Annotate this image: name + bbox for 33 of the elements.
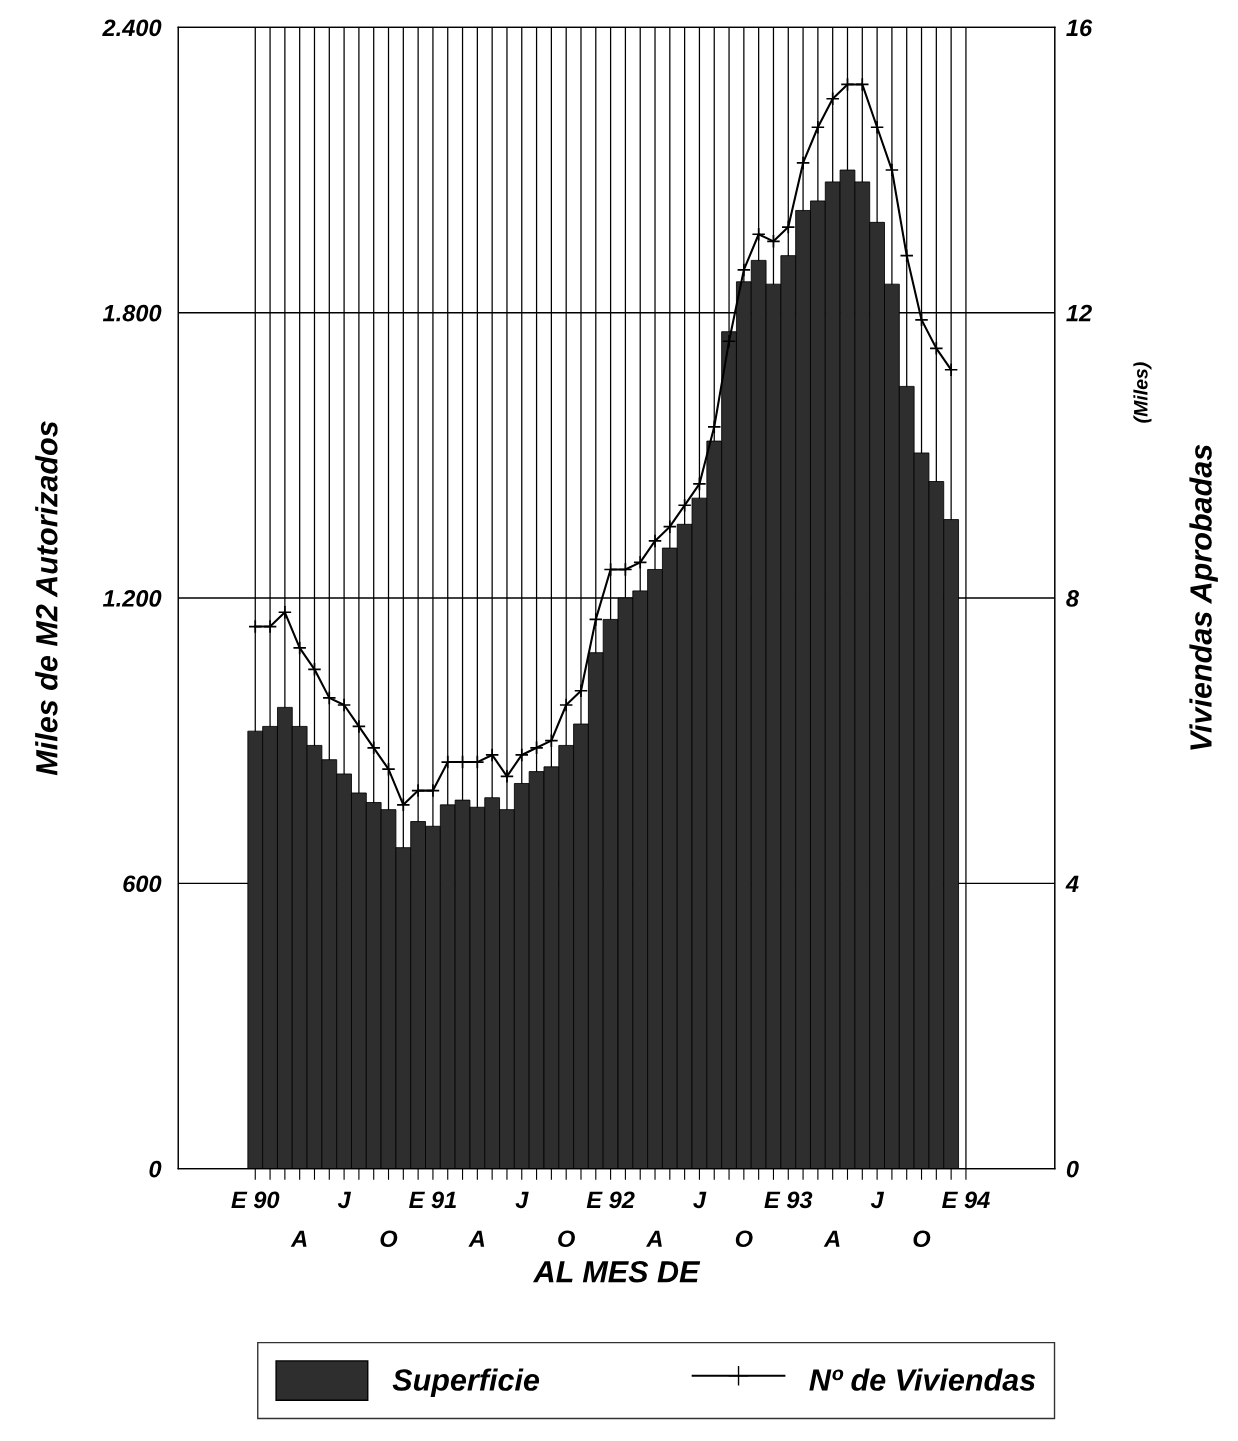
y-tick-label: 1.800	[102, 304, 162, 322]
x-tick-label: J	[515, 1191, 529, 1209]
y2-tick-label: 16	[1066, 19, 1093, 37]
x-tick-label: A	[468, 1230, 485, 1247]
y-axis-title: Miles de M2 Autorizados	[35, 421, 58, 776]
x-tick-label: J	[693, 1191, 707, 1209]
y-tick-label: 0	[149, 1160, 162, 1178]
x-tick-label: J	[870, 1191, 885, 1209]
x-tick-label: A	[823, 1230, 840, 1247]
y2-tick-label: 8	[1066, 590, 1079, 607]
x-tick-label: E 94	[942, 1191, 990, 1209]
y-tick-label: 1.200	[102, 590, 162, 607]
x-axis-title: AL MES DE	[532, 1260, 701, 1283]
x-tick-label: O	[558, 1230, 575, 1248]
y2-tick-label: 12	[1066, 304, 1092, 322]
y2-axis-title: Viviendas Aprobadas	[1189, 444, 1218, 750]
x-tick-label: J	[337, 1191, 352, 1209]
x-tick-label: O	[380, 1230, 398, 1248]
x-tick-label: E 93	[764, 1191, 813, 1209]
legend-label: Nº de Viviendas	[809, 1368, 1036, 1391]
x-tick-label: E 90	[231, 1191, 280, 1209]
x-tick-label: A	[646, 1230, 662, 1247]
y2-tick-label: 4	[1065, 875, 1079, 892]
y-tick-label: 600	[123, 875, 162, 893]
y-tick-label: 2.400	[102, 19, 162, 37]
x-tick-label: A	[290, 1230, 307, 1247]
x-tick-label: O	[913, 1230, 931, 1248]
legend-label: Superficie	[392, 1368, 540, 1397]
x-tick-label: O	[735, 1230, 753, 1248]
y2-tick-label: 0	[1066, 1160, 1079, 1178]
x-tick-label: E 91	[409, 1191, 456, 1209]
text: (Miles)	[1133, 362, 1152, 423]
x-tick-label: E 92	[586, 1191, 635, 1209]
